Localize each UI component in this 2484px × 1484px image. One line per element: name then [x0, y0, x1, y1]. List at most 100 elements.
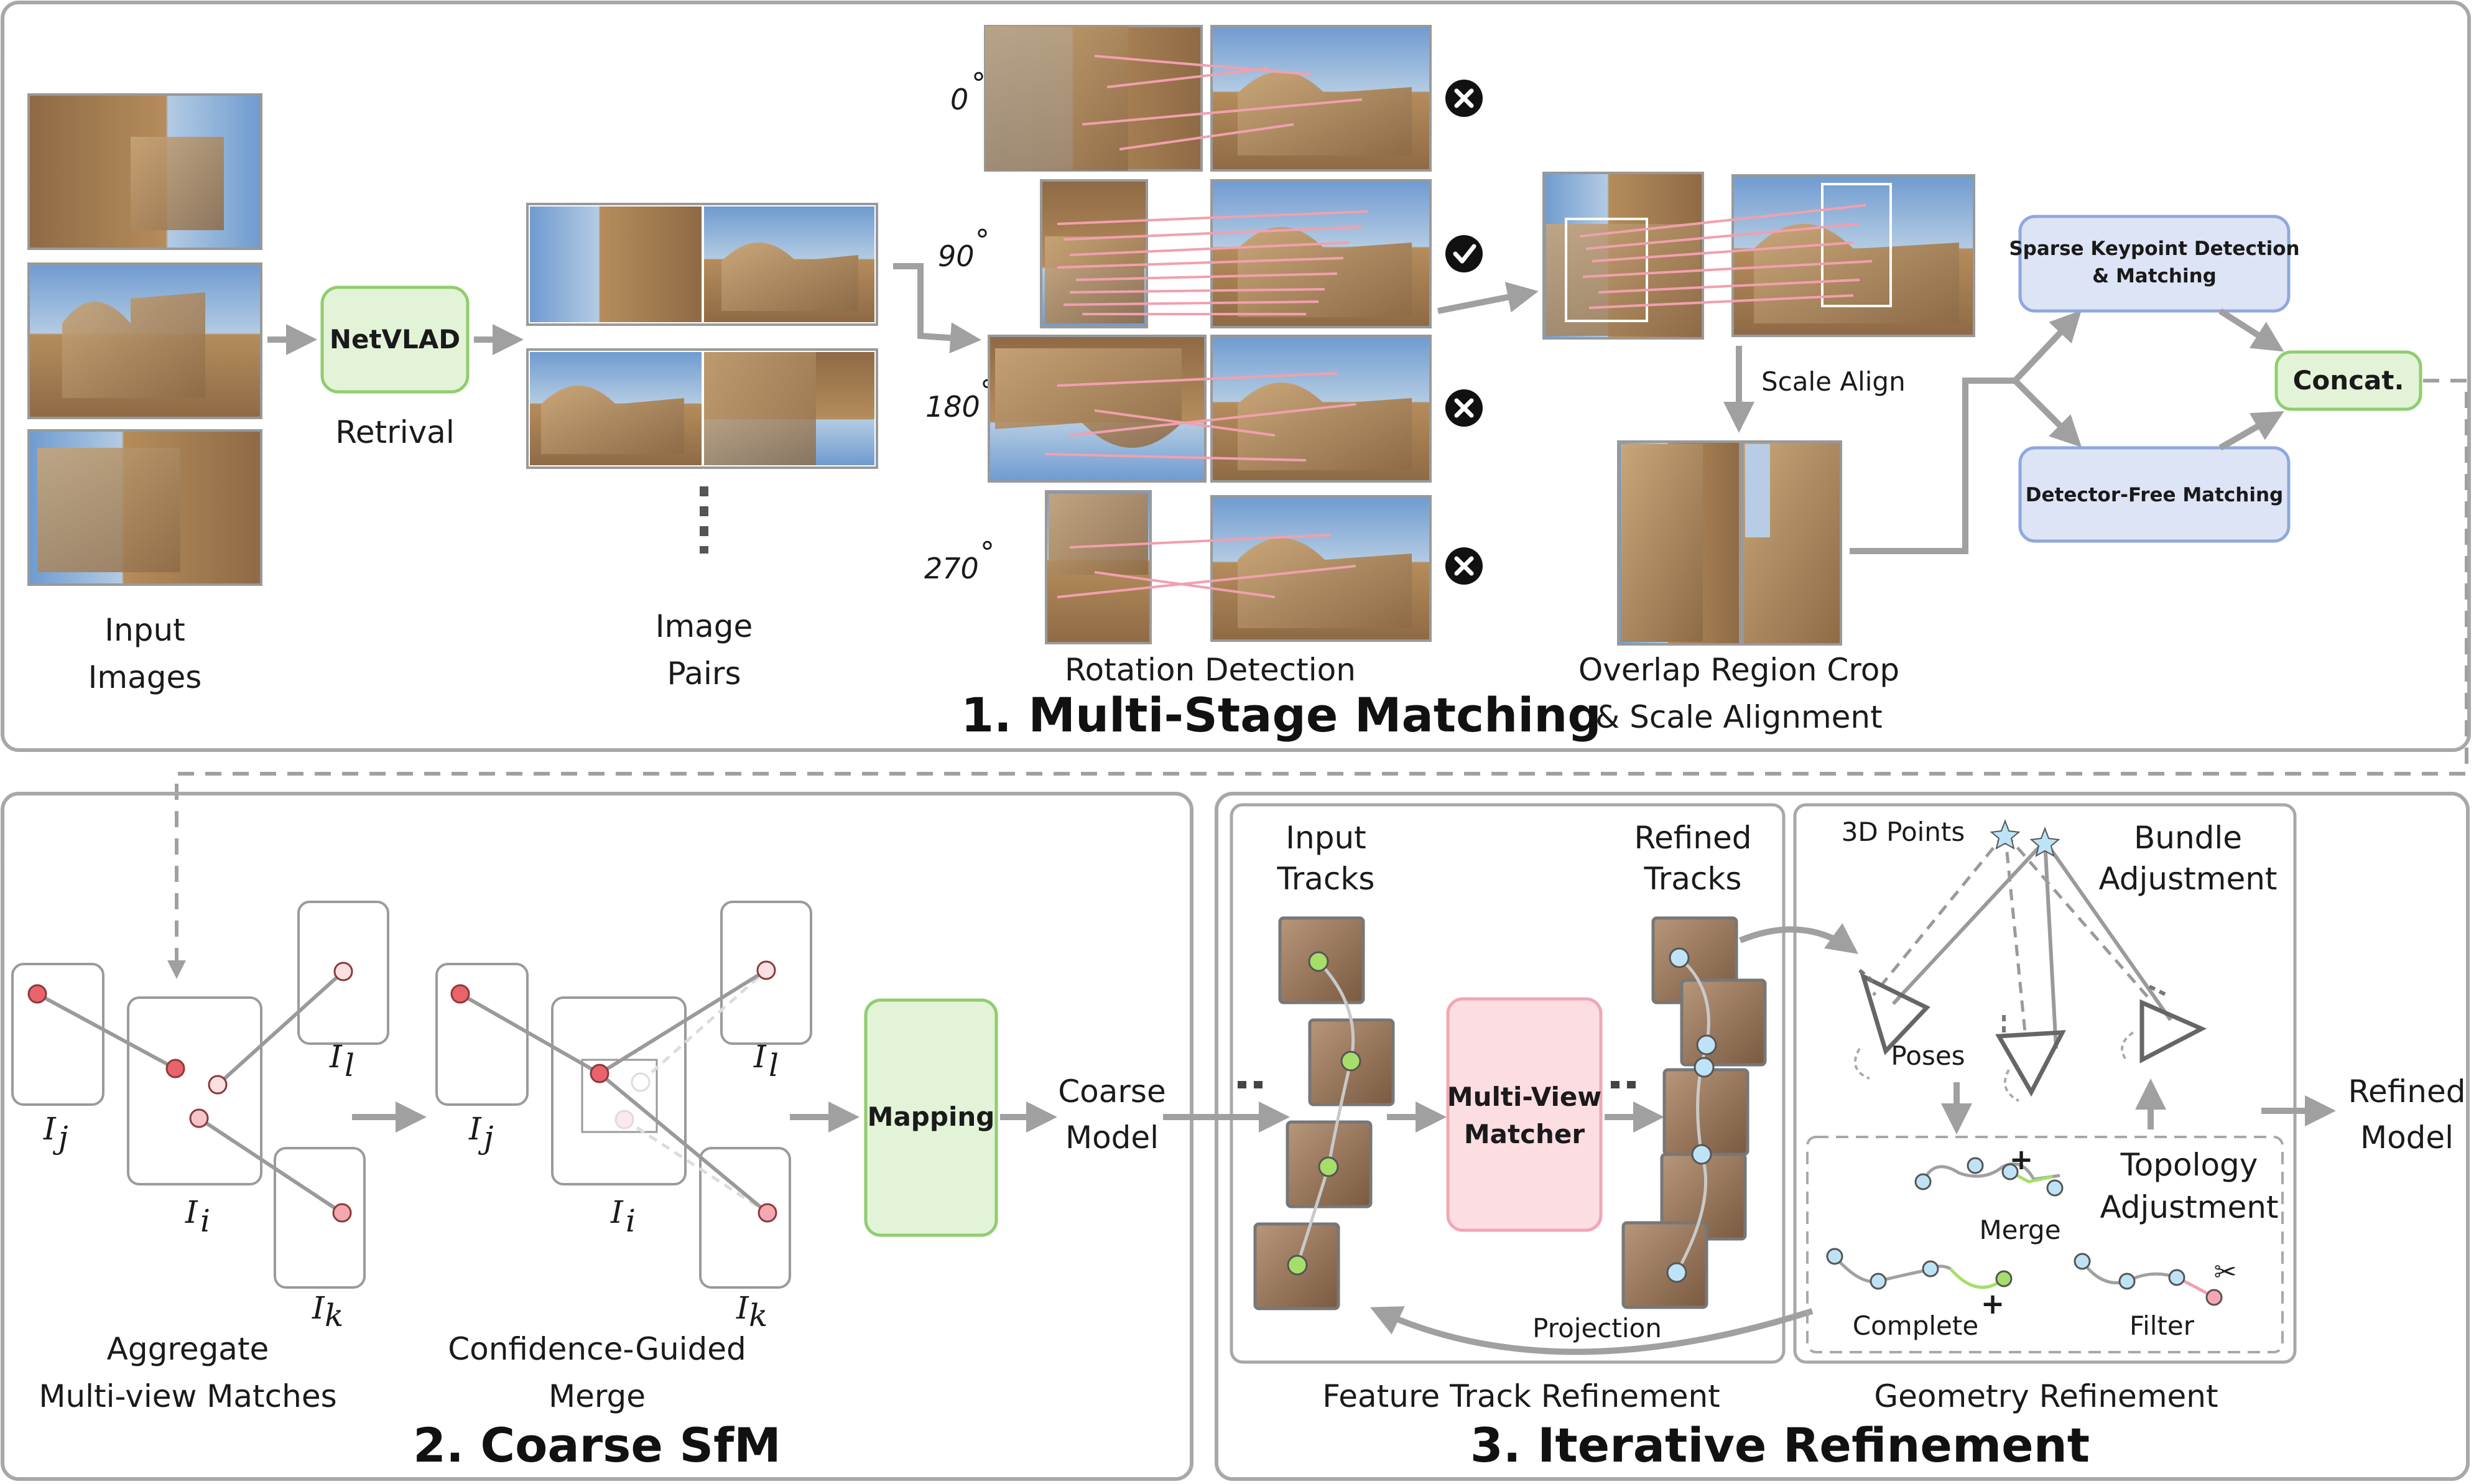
rotation-row-90: [1040, 179, 1432, 328]
point-3d-icon: [1990, 819, 2021, 850]
image-pair-2-ruin: [541, 386, 684, 454]
confidence-label-1: Confidence-Guided: [448, 1331, 746, 1367]
concat-label: Concat.: [2293, 365, 2404, 396]
camera-pose-icon: [2139, 999, 2207, 1064]
sparse-label-2: & Matching: [2092, 265, 2217, 287]
mapping-box: [864, 998, 998, 1237]
plus-icon: +: [2009, 1143, 2034, 1176]
image-pair-1-ruin: [721, 243, 858, 311]
merge-track-diagram: [1914, 1157, 2064, 1197]
matcher-label-1: Multi-View: [1447, 1082, 1601, 1112]
x-circle-icon: [1445, 80, 1483, 117]
bundle-label-2: Adjustment: [2098, 861, 2277, 897]
refined-patch-2: [1680, 978, 1767, 1067]
input-track-curve: [1295, 960, 1355, 1266]
label-I-i: I: [185, 1194, 198, 1230]
refined-tracks-label-2: Tracks: [1644, 861, 1742, 897]
merge-label-I-k-sub: k: [749, 1297, 767, 1333]
rotation-0-matches: [1082, 55, 1363, 151]
coarse-model-label-2: Model: [1065, 1120, 1159, 1156]
arrow-to-detector-free: [2013, 378, 2082, 448]
aligned-crop-left-stone: [1621, 444, 1703, 642]
merge-label-I-l: I: [753, 1039, 767, 1075]
rotation-row-270: [1045, 490, 1432, 644]
overlap-matches: [1579, 204, 1873, 309]
rotation-180-matches: [1044, 372, 1356, 461]
bundle-label-1: Bundle: [2134, 820, 2242, 856]
label-I-j: I: [43, 1111, 57, 1147]
stage3-title: 3. Iterative Refinement: [1470, 1417, 2090, 1473]
label-I-k: I: [312, 1290, 325, 1326]
merge-label-I-j: I: [468, 1111, 482, 1147]
refined-tracks-label-1: Refined: [1634, 820, 1752, 856]
arrow-projection: [1369, 1306, 1814, 1355]
input-image-3-ruin: [37, 448, 180, 572]
rotation-90-reference-ruin: [1238, 227, 1412, 317]
view-l: [297, 901, 389, 1045]
arrow-detector-to-concat: [2218, 411, 2284, 451]
aggregate-label-2: Multi-view Matches: [39, 1378, 336, 1414]
aligned-crop-right-sky: [1745, 444, 1770, 537]
input-images: [27, 93, 262, 586]
angle-180: 180: [925, 390, 980, 424]
points-3d-label: 3D Points: [1842, 817, 1965, 847]
poses-label: Poses: [1891, 1041, 1965, 1071]
x-circle-icon: [1445, 547, 1483, 585]
complete-label: Complete: [1853, 1310, 1978, 1341]
input-tracks-label-1: Input: [1286, 820, 1366, 856]
arrow-refined-to-ba: [1739, 923, 1859, 954]
rotation-0-reference-ruin: [1238, 72, 1412, 155]
angle-90: 90: [938, 239, 975, 273]
complete-track-diagram: [1826, 1248, 2013, 1290]
topology-box: [1806, 1136, 2284, 1353]
x-circle-icon: [1445, 389, 1483, 427]
feature-track-label: Feature Track Refinement: [1322, 1378, 1720, 1414]
arrow-to-sparse: [2013, 310, 2082, 383]
rotation-180-query-ruin: [995, 348, 1182, 448]
image-pairs: [526, 203, 878, 469]
bundle-adjustment-diagram: [1853, 819, 2207, 1102]
refined-patch-5: [1621, 1221, 1708, 1309]
panel-iterative-refinement: [1215, 792, 2470, 1481]
aligned-crops: [1617, 440, 1842, 646]
filter-label: Filter: [2129, 1310, 2195, 1341]
rotation-90-matches: [1057, 210, 1369, 315]
check-circle-icon: [1445, 235, 1483, 272]
angle-0: 0: [950, 83, 968, 116]
merge-view-i: [551, 996, 687, 1185]
panel-multi-stage-matching: [1, 1, 2471, 752]
view-k: [274, 1147, 366, 1289]
degree-270: °: [980, 536, 994, 569]
image-pairs-label-2: Pairs: [667, 656, 741, 692]
degree-90: °: [975, 223, 989, 257]
overlap-region-query: [1565, 218, 1648, 322]
aggregate-diagram: [11, 901, 389, 1289]
merge-label: Merge: [1979, 1215, 2060, 1245]
overlap-pair: [1542, 172, 1975, 340]
filter-track-diagram: [2074, 1253, 2223, 1306]
refined-track-curve: [1675, 957, 1710, 1274]
refined-model-label-2: Model: [2360, 1120, 2454, 1156]
multi-view-matcher-box: [1446, 997, 1603, 1232]
arrow-sparse-to-concat: [2218, 308, 2284, 352]
rotation-detection-label: Rotation Detection: [1065, 652, 1356, 688]
feature-track-box: [1230, 803, 1786, 1364]
plus-icon: +: [1981, 1287, 2005, 1320]
geometry-label: Geometry Refinement: [1874, 1378, 2218, 1414]
connector-to-split: [1850, 378, 2015, 554]
sparse-matching-box: [2018, 215, 2291, 313]
merge-diagram: [435, 901, 812, 1289]
rotation-270-matches: [1057, 534, 1356, 598]
input-images-label-2: Images: [88, 659, 202, 695]
stage1-title: 1. Multi-Stage Matching: [961, 687, 1601, 743]
topology-label-2: Adjustment: [2100, 1189, 2278, 1225]
merge-label-I-k: I: [736, 1290, 749, 1326]
rotation-row-180: [988, 335, 1432, 483]
arrow-pairs-to-rotation: [893, 263, 981, 354]
label-I-k-sub: k: [325, 1297, 343, 1333]
mapping-label: Mapping: [868, 1101, 995, 1132]
input-images-label-1: Input: [104, 612, 185, 648]
rotation-180-reference-ruin: [1238, 383, 1412, 470]
topology-label-1: Topology: [2120, 1147, 2258, 1183]
